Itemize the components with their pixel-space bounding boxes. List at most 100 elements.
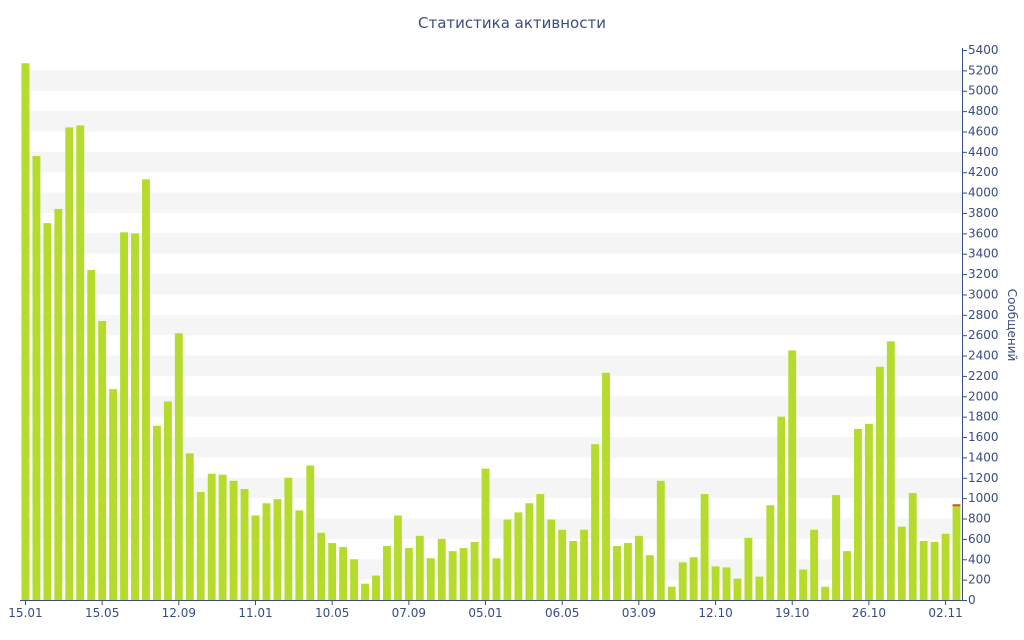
y-tick-label: 1400 (968, 450, 999, 464)
bar (404, 548, 413, 600)
bar (821, 586, 830, 600)
bar (295, 510, 304, 600)
bar (536, 494, 545, 600)
bar (218, 474, 227, 600)
bar (448, 551, 457, 600)
bar (152, 425, 161, 600)
x-tick-label: 11.01 (238, 606, 272, 620)
y-tick-label: 4600 (968, 124, 999, 138)
y-tick-label: 200 (968, 573, 991, 587)
grid-band (20, 396, 962, 417)
bar (306, 465, 315, 600)
grid-band (20, 70, 962, 91)
grid-band (20, 477, 962, 499)
x-tick-label: 10.05 (315, 606, 349, 620)
bar (284, 477, 293, 600)
x-tick-label: 02.11 (928, 606, 962, 620)
bar (459, 548, 468, 600)
bar (382, 546, 391, 600)
bar (361, 583, 369, 600)
bar (558, 529, 567, 600)
bars (21, 63, 961, 601)
bar (547, 519, 556, 600)
grid-bands (20, 70, 962, 580)
bar (864, 423, 873, 600)
bar (229, 480, 238, 600)
bar (810, 529, 819, 600)
bar (930, 541, 939, 600)
y-tick-label: 5000 (968, 84, 999, 98)
x-tick-label: 12.09 (162, 606, 196, 620)
bar (54, 208, 63, 600)
bar (525, 503, 534, 600)
x-tick-label: 12.10 (698, 606, 732, 620)
bar (788, 350, 797, 600)
bar (634, 535, 643, 600)
bar (131, 233, 139, 601)
grid-band (20, 111, 962, 132)
bar (733, 578, 742, 600)
bar (908, 493, 917, 600)
grid-band (20, 274, 962, 295)
y-tick-label: 1600 (968, 430, 999, 444)
y-tick-label: 3800 (968, 206, 999, 220)
bar (919, 540, 928, 600)
bar (514, 512, 523, 600)
x-tick-label: 15.01 (8, 606, 42, 620)
y-tick-label: 5400 (968, 43, 999, 57)
y-tick-label: 5200 (968, 63, 999, 77)
y-axis-label: Сообщений (1005, 289, 1019, 362)
y-tick-label: 2400 (968, 349, 999, 363)
x-tick-label: 15.05 (85, 606, 119, 620)
y-tick-label: 3400 (968, 247, 999, 261)
bar (569, 540, 578, 600)
bar (174, 333, 183, 600)
bar (437, 538, 446, 600)
bar (722, 567, 731, 600)
y-tick-label: 1200 (968, 471, 999, 485)
bar (689, 557, 698, 600)
bar (875, 366, 884, 600)
grid-band (20, 314, 962, 336)
y-tick-label: 800 (968, 512, 991, 526)
bar (273, 499, 282, 600)
bar (415, 535, 424, 600)
grid-band (20, 355, 962, 376)
y-tick-label: 4200 (968, 165, 999, 179)
bar (645, 555, 654, 600)
axes (20, 48, 967, 605)
x-tick-label: 07.09 (392, 606, 426, 620)
y-tick-label: 2600 (968, 328, 999, 342)
bar (777, 416, 786, 600)
y-tick-label: 4000 (968, 186, 999, 200)
x-tick-labels: 15.01 15.05 12.09 11.01 10.05 07.09 05.01 06.05… (8, 606, 962, 620)
bar (853, 428, 862, 600)
bar (744, 537, 753, 600)
grid-band (20, 518, 962, 539)
bar (163, 401, 172, 600)
bar (623, 542, 632, 600)
highlight-bar-segment (952, 504, 961, 507)
bar (766, 505, 775, 600)
bar (43, 223, 52, 601)
bar (207, 473, 216, 600)
bar (843, 551, 851, 600)
bar (667, 586, 676, 600)
y-tick-label: 0 (968, 593, 976, 607)
bar (492, 558, 501, 600)
y-tick-label: 3000 (968, 287, 999, 301)
bar (591, 444, 600, 600)
bar (98, 320, 107, 600)
bar (317, 532, 326, 600)
bar (799, 569, 808, 600)
bar (350, 559, 359, 600)
y-tick-labels: 0 200 400 600 800 1000 1200 1400 1600 1800 2000 220… (968, 43, 999, 607)
bar (602, 372, 610, 600)
y-tick-label: 2800 (968, 308, 999, 322)
bar (328, 542, 337, 600)
bar (580, 529, 589, 600)
bar (613, 546, 621, 600)
chart-title: Статистика активности (418, 14, 606, 32)
x-tick-label: 03.09 (622, 606, 656, 620)
x-tick-label: 06.05 (545, 606, 579, 620)
